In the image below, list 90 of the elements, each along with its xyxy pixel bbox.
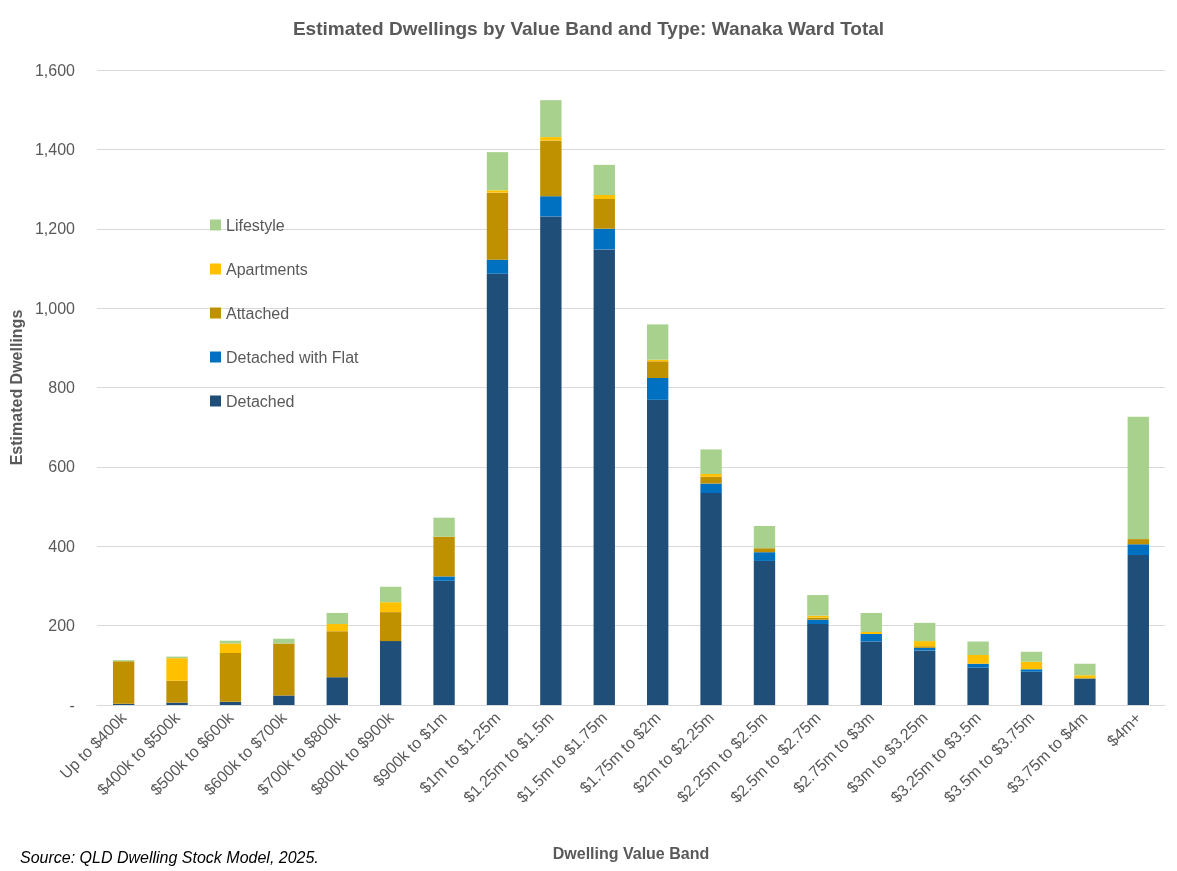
- bar: [486, 192, 509, 260]
- bar: [860, 641, 882, 705]
- bar: [326, 677, 348, 705]
- bar: [753, 526, 776, 549]
- bar: [540, 196, 562, 217]
- bar: [807, 619, 829, 625]
- bar: [112, 661, 135, 704]
- y-tick-label: 600: [48, 458, 76, 476]
- bar: [486, 152, 509, 191]
- bar: [1020, 661, 1043, 670]
- bar: [593, 228, 615, 250]
- bar: [273, 643, 295, 696]
- y-tick-label: 1,400: [34, 140, 76, 158]
- bar: [700, 493, 722, 705]
- bar: [967, 654, 989, 664]
- y-axis-title: Estimated Dwellings: [7, 309, 25, 466]
- bar: [219, 653, 242, 702]
- bar: [753, 552, 776, 561]
- bar: [967, 667, 989, 705]
- bar: [433, 517, 455, 537]
- bar: [593, 198, 615, 229]
- y-tick-label: 1,200: [34, 220, 76, 238]
- x-axis-title: Dwelling Value Band: [552, 844, 710, 862]
- bar: [700, 474, 722, 477]
- bar: [540, 137, 562, 141]
- bar: [486, 259, 509, 274]
- bar: [326, 612, 348, 625]
- bar: [860, 633, 882, 642]
- y-tick-label: 800: [48, 379, 76, 396]
- bar: [486, 273, 509, 705]
- bar: [166, 658, 188, 681]
- bar: [967, 641, 989, 655]
- bar: [1074, 678, 1096, 705]
- bar: [433, 536, 455, 577]
- y-tick-label: -: [69, 696, 75, 714]
- bar: [379, 586, 402, 603]
- bar: [593, 164, 615, 196]
- bar: [433, 576, 455, 581]
- bar: [967, 663, 989, 668]
- legend-label: Apartments: [226, 260, 308, 278]
- legend-label: Detached: [226, 392, 295, 410]
- bar: [1020, 671, 1043, 705]
- bar: [700, 476, 722, 484]
- bar: [807, 624, 829, 705]
- bar: [1074, 675, 1096, 679]
- bar: [646, 399, 669, 705]
- bar: [1020, 669, 1043, 672]
- bar: [700, 449, 722, 475]
- bar: [486, 190, 509, 193]
- bar: [1127, 416, 1149, 540]
- bar: [540, 100, 562, 138]
- bar: [914, 641, 936, 647]
- legend-label: Attached: [226, 304, 290, 322]
- y-tick-label: 1,600: [34, 61, 76, 79]
- bar: [326, 624, 348, 632]
- bar: [807, 595, 829, 616]
- bar: [326, 631, 348, 678]
- bar: [646, 324, 669, 360]
- y-tick-label: 1,000: [34, 299, 76, 317]
- y-tick-label: 400: [48, 537, 76, 555]
- bar: [914, 622, 936, 642]
- bar: [379, 612, 402, 642]
- bar: [219, 701, 242, 705]
- bar: [433, 580, 455, 705]
- y-tick-label: 200: [48, 617, 76, 635]
- legend-label: Detached with Flat: [226, 348, 360, 366]
- bar: [753, 560, 776, 705]
- bar: [1127, 544, 1149, 555]
- bar: [700, 483, 722, 494]
- chart-title: Estimated Dwellings by Value Band and Type: Wanaka Ward Total: [292, 18, 885, 39]
- bar: [540, 216, 562, 705]
- bar: [860, 612, 882, 632]
- bar: [273, 695, 295, 705]
- bar: [753, 548, 776, 553]
- bar: [379, 641, 402, 705]
- bar: [914, 650, 936, 705]
- bar: [646, 377, 669, 400]
- bar: [593, 249, 615, 705]
- bar: [166, 680, 188, 703]
- bar: [1020, 651, 1043, 662]
- source-note: Source: QLD Dwelling Stock Model, 2025.: [20, 848, 319, 866]
- legend-label: Lifestyle: [226, 216, 285, 234]
- bar: [540, 140, 562, 197]
- bar: [593, 195, 615, 199]
- bar: [219, 643, 242, 654]
- bar: [646, 361, 669, 378]
- bar: [1127, 539, 1149, 545]
- bar: [379, 602, 402, 613]
- bar: [1074, 663, 1096, 676]
- bar: [1127, 554, 1149, 705]
